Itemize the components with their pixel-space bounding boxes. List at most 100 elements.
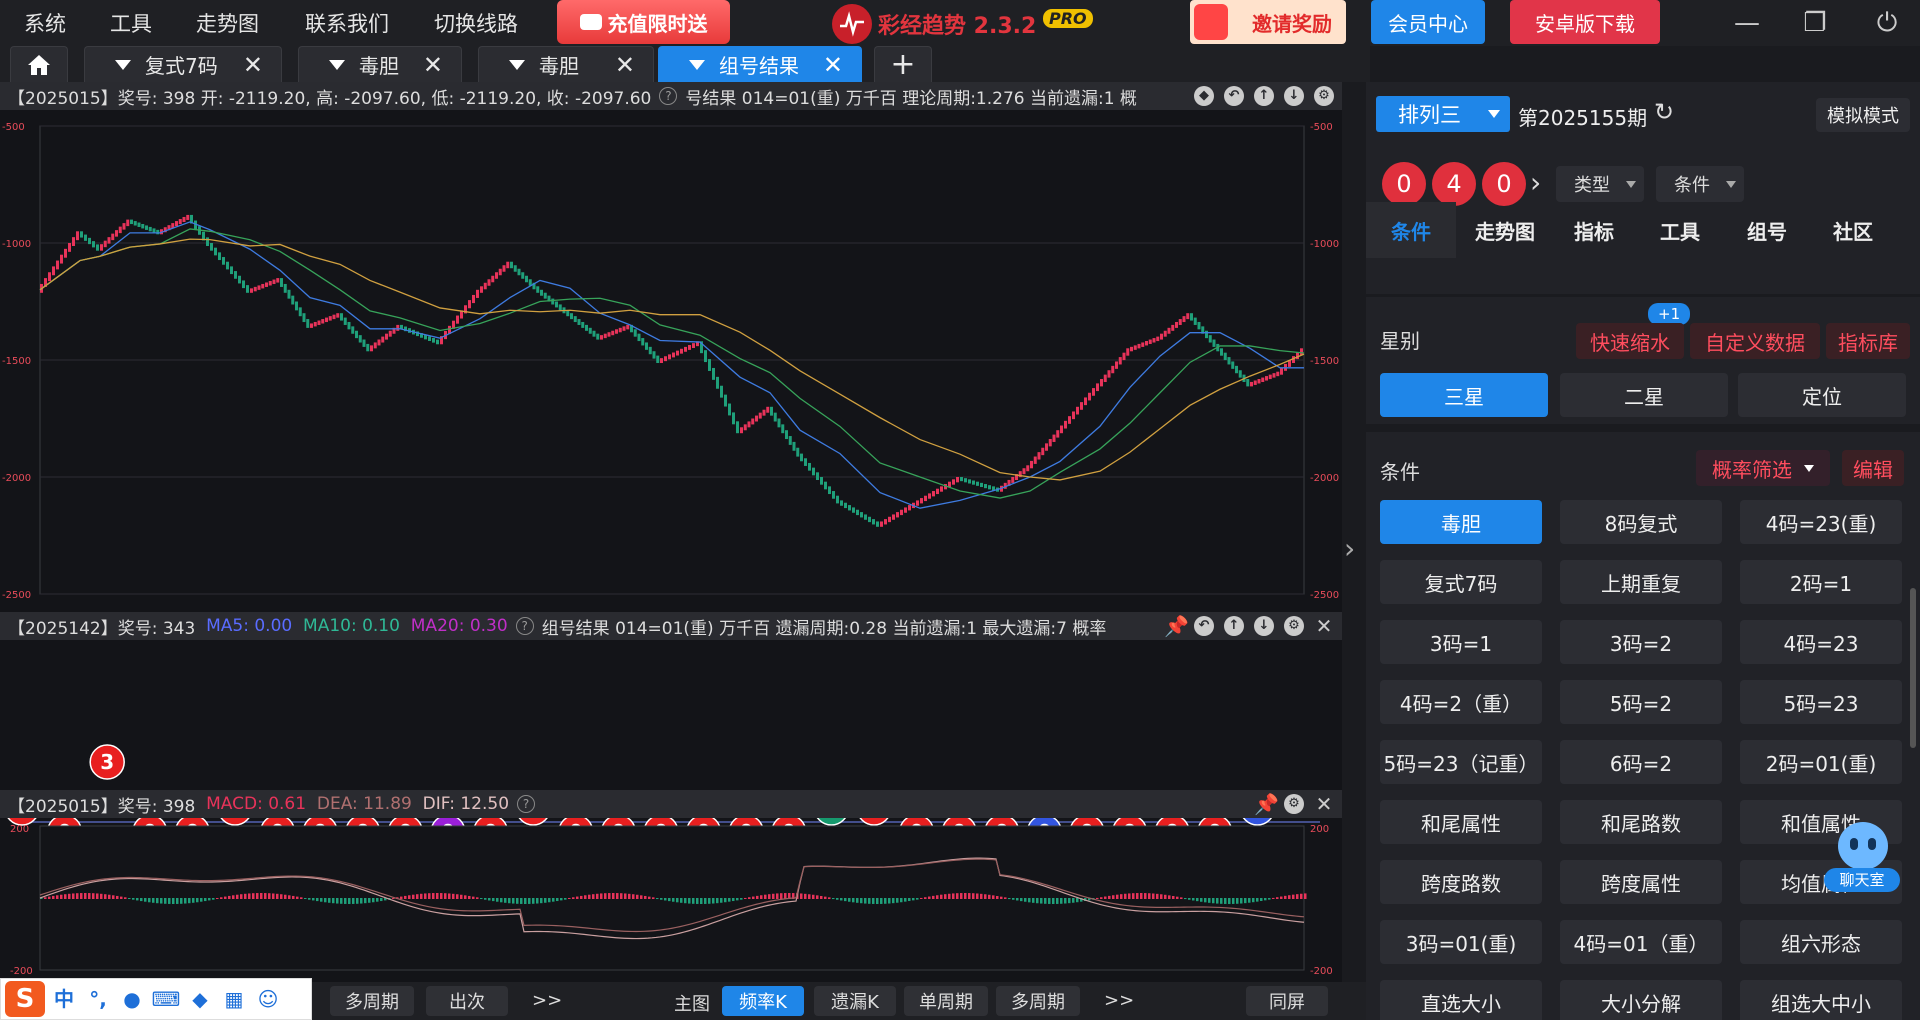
star-option-position[interactable]: 定位: [1738, 373, 1906, 417]
multi-period-left-button[interactable]: 多周期: [330, 986, 414, 1016]
settings-icon[interactable]: ⚙: [1314, 86, 1334, 106]
condition-chip[interactable]: 4码=2（重）: [1380, 680, 1542, 724]
condition-chip[interactable]: 3码=01(重): [1380, 920, 1542, 964]
down-icon[interactable]: ↓: [1254, 616, 1274, 636]
chinese-mode-icon[interactable]: 中: [54, 987, 74, 1011]
lottery-select[interactable]: 排列三: [1376, 96, 1510, 132]
menu-trend[interactable]: 走势图: [196, 12, 259, 36]
tab-fushi7[interactable]: 复式7码 ✕: [84, 46, 282, 82]
frequency-k-button[interactable]: 频率K: [722, 986, 804, 1016]
member-center-button[interactable]: 会员中心: [1371, 0, 1485, 44]
multi-period-button[interactable]: 多周期: [996, 986, 1080, 1016]
tab-dudan-2[interactable]: 毒胆 ✕: [478, 46, 654, 82]
close-icon[interactable]: ✕: [1315, 792, 1333, 816]
tab-conditions[interactable]: 条件: [1366, 202, 1456, 258]
tab-group[interactable]: 组号: [1747, 219, 1787, 244]
condition-chip[interactable]: 大小分解: [1560, 980, 1722, 1020]
condition-chip[interactable]: 3码=1: [1380, 620, 1542, 664]
menu-system[interactable]: 系统: [24, 12, 66, 36]
condition-chip[interactable]: 复式7码: [1380, 560, 1542, 604]
add-tab-button[interactable]: +: [874, 46, 932, 82]
indicator-library-button[interactable]: 指标库: [1826, 323, 1910, 359]
pin-icon[interactable]: 📌: [1254, 792, 1279, 816]
close-icon[interactable]: ✕: [1315, 614, 1333, 638]
home-tab[interactable]: [10, 46, 68, 82]
up-icon[interactable]: ↑: [1224, 616, 1244, 636]
macd-chart[interactable]: 200 -200 200 -200: [0, 818, 1342, 978]
panel-splitter[interactable]: ›: [1342, 82, 1366, 982]
tab-community[interactable]: 社区: [1833, 219, 1873, 244]
omission-k-button[interactable]: 遗漏K: [814, 986, 896, 1016]
condition-chip[interactable]: 4码=23: [1740, 620, 1902, 664]
star-option-3[interactable]: 三星: [1380, 373, 1548, 417]
settings-icon[interactable]: ⚙: [1284, 616, 1304, 636]
mascot-icon[interactable]: ☺: [257, 987, 279, 1011]
condition-chip[interactable]: 上期重复: [1560, 560, 1722, 604]
condition-chip[interactable]: 跨度属性: [1560, 860, 1722, 904]
invite-button[interactable]: 邀请奖励: [1190, 0, 1346, 44]
condition-chip[interactable]: 直选大小: [1380, 980, 1542, 1020]
pin-icon[interactable]: 📌: [1164, 614, 1189, 638]
condition-chip[interactable]: 毒胆: [1380, 500, 1542, 544]
condition-chip[interactable]: 3码=2: [1560, 620, 1722, 664]
single-period-button[interactable]: 单周期: [904, 986, 988, 1016]
keyboard-icon[interactable]: ⌨: [151, 987, 181, 1011]
more-left-icon[interactable]: >>: [532, 990, 563, 1011]
condition-select[interactable]: 条件: [1656, 166, 1744, 202]
down-icon[interactable]: ↓: [1284, 86, 1304, 106]
condition-chip[interactable]: 4码=01（重）: [1560, 920, 1722, 964]
help-icon[interactable]: ?: [515, 617, 534, 635]
scrollbar[interactable]: [1910, 588, 1916, 748]
type-select[interactable]: 类型: [1556, 166, 1644, 202]
condition-chip[interactable]: 和尾属性: [1380, 800, 1542, 844]
chatroom-widget[interactable]: 聊天室: [1824, 822, 1900, 892]
tab-indicators[interactable]: 指标: [1574, 219, 1614, 244]
quick-shrink-button[interactable]: 快速缩水: [1576, 323, 1684, 359]
condition-chip[interactable]: 5码=23（记重）: [1380, 740, 1542, 784]
condition-chip[interactable]: 组选大中小: [1740, 980, 1902, 1020]
help-icon[interactable]: ?: [659, 87, 678, 105]
restore-icon[interactable]: ❐: [1803, 8, 1827, 38]
condition-chip[interactable]: 2码=01(重): [1740, 740, 1902, 784]
menu-switch-line[interactable]: 切换线路: [434, 12, 518, 36]
skin-icon[interactable]: ◆: [192, 987, 208, 1011]
up-icon[interactable]: ↑: [1254, 86, 1274, 106]
condition-chip[interactable]: 5码=2: [1560, 680, 1722, 724]
chevron-right-icon[interactable]: ›: [1530, 166, 1542, 199]
tab-trend[interactable]: 走势图: [1475, 219, 1535, 244]
simulation-mode-button[interactable]: 模拟模式: [1816, 98, 1910, 132]
tab-group-result[interactable]: 组号结果 ✕: [658, 46, 862, 82]
undo-icon[interactable]: ↶: [1194, 616, 1214, 636]
tab-dudan-1[interactable]: 毒胆 ✕: [298, 46, 462, 82]
edit-button[interactable]: 编辑: [1842, 450, 1904, 486]
close-icon[interactable]: ✕: [614, 50, 635, 79]
custom-data-button[interactable]: 自定义数据: [1690, 323, 1820, 359]
punctuation-icon[interactable]: °,: [89, 987, 107, 1011]
minimize-icon[interactable]: —: [1734, 8, 1760, 38]
same-screen-button[interactable]: 同屏: [1246, 986, 1328, 1016]
condition-chip[interactable]: 6码=2: [1560, 740, 1722, 784]
condition-chip[interactable]: 和尾路数: [1560, 800, 1722, 844]
sogou-logo-icon[interactable]: S: [5, 981, 45, 1017]
promo-button[interactable]: 充值限时送: [557, 0, 730, 44]
undo-icon[interactable]: ↶: [1224, 86, 1244, 106]
close-icon[interactable]: ✕: [242, 50, 263, 79]
power-icon[interactable]: ⏻: [1876, 8, 1898, 38]
condition-chip[interactable]: 组六形态: [1740, 920, 1902, 964]
star-option-2[interactable]: 二星: [1560, 373, 1728, 417]
close-icon[interactable]: ✕: [822, 50, 843, 79]
condition-chip[interactable]: 4码=23(重): [1740, 500, 1902, 544]
main-kline-chart[interactable]: -500 -500 -1000 -1000 -1500 -1500 -2000 -2000 -2…: [0, 110, 1342, 604]
settings-icon[interactable]: ⚙: [1284, 794, 1304, 814]
apps-grid-icon[interactable]: ▦: [224, 987, 244, 1011]
compass-icon[interactable]: ◆: [1194, 86, 1214, 106]
android-download-button[interactable]: 安卓版下载: [1510, 0, 1660, 44]
condition-chip[interactable]: 2码=1: [1740, 560, 1902, 604]
chevron-right-icon[interactable]: ›: [1344, 532, 1356, 565]
more-right-icon[interactable]: >>: [1104, 990, 1135, 1011]
help-icon[interactable]: ?: [517, 795, 536, 813]
condition-chip[interactable]: 5码=23: [1740, 680, 1902, 724]
condition-chip[interactable]: 8码复式: [1560, 500, 1722, 544]
close-icon[interactable]: ✕: [422, 50, 443, 79]
microphone-icon[interactable]: ●: [123, 987, 141, 1011]
